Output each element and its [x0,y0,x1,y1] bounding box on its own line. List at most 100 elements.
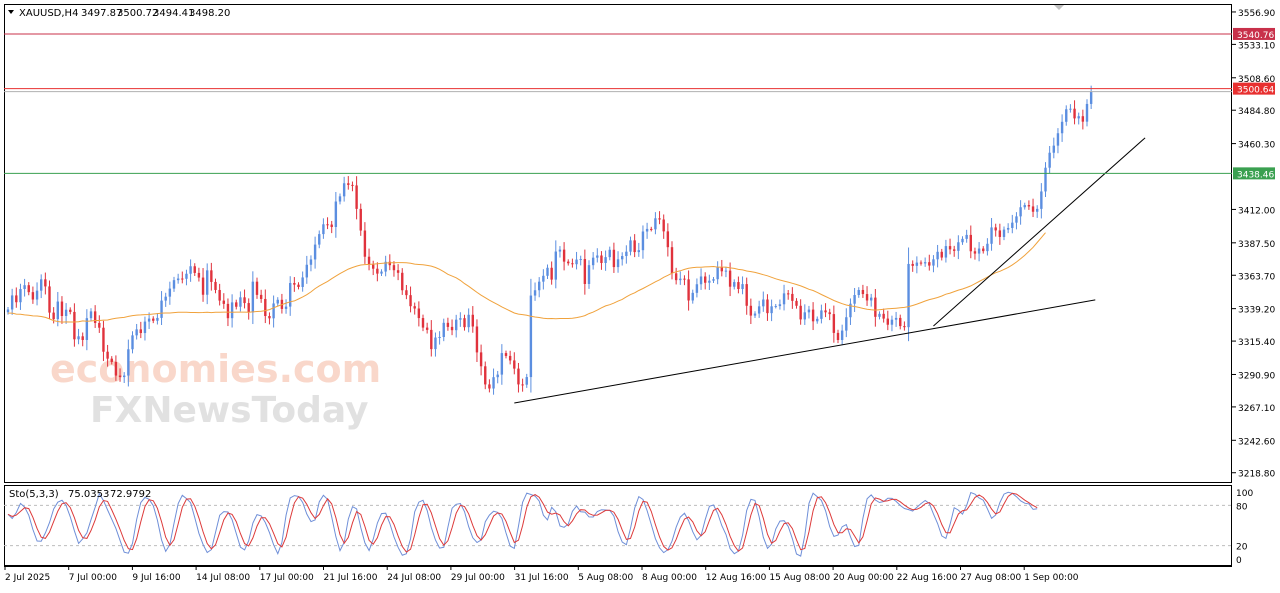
candle-body [674,273,678,281]
candle-body [828,312,831,315]
candle-body [542,275,545,282]
candle-body [19,289,22,303]
main-price-layer [4,33,1232,404]
candle-body [1019,207,1022,217]
candle-body [110,358,113,362]
x-tick-label: 22 Aug 16:00 [897,573,958,583]
candle-body [571,263,574,265]
candle-body [894,317,898,320]
collapse-triangle-icon[interactable] [8,10,14,14]
candle-body [567,261,570,264]
candle-body [778,304,782,307]
candles-group [6,85,1093,395]
candle-body [766,299,769,314]
candle-body [633,240,636,253]
candle-body [1044,167,1047,192]
candle-body [471,314,474,327]
stochastic-layer [4,491,1232,557]
candle-body [550,267,553,280]
candle-body [554,251,557,280]
candle-body [425,327,429,330]
stoch-y-tick-label: 20 [1236,543,1248,553]
candle-body [1081,116,1085,122]
candle-body [40,279,43,291]
stoch-y-tick-label: 80 [1236,502,1248,512]
candle-body [147,318,151,322]
candle-body [289,283,292,307]
candle-body [899,317,902,327]
candle-body [98,322,101,328]
candle-body [396,270,400,273]
candle-body [488,384,491,389]
candle-body [421,318,425,328]
candle-body [982,248,985,252]
candle-body [870,297,873,301]
candle-body [1085,103,1089,122]
y-tick-label: 3242.60 [1238,437,1275,447]
candle-body [508,355,512,361]
candle-body [455,319,458,331]
candle-body [944,246,948,258]
watermark-line1: economies.com [50,347,381,391]
candle-body [1002,229,1006,237]
candle-body [816,318,819,322]
candle-body [774,306,777,308]
candle-body [222,300,225,304]
x-tick-label: 1 Sep 00:00 [1024,573,1079,583]
candle-body [264,298,267,317]
candle-body [836,332,840,340]
candle-body [243,297,246,304]
shift-marker-icon[interactable] [1054,5,1064,10]
candle-body [708,280,711,283]
candle-body [936,251,939,260]
header-low: 3494.41 [153,8,194,19]
x-tick-label: 21 Jul 16:00 [324,573,378,583]
candle-body [152,318,155,321]
candle-body [226,303,230,319]
candle-body [770,306,773,314]
x-tick-label: 31 Jul 16:00 [515,573,569,583]
candle-body [691,292,694,301]
candle-body [342,183,346,197]
candle-body [670,247,674,274]
candle-body [309,259,313,265]
trendline [933,137,1146,327]
stoch-y-tick-label: 100 [1236,489,1253,499]
candle-body [558,249,562,252]
x-tick-label: 8 Aug 00:00 [642,573,697,583]
stoch-y-tick-label: 0 [1236,556,1242,566]
candle-body [733,282,736,287]
candle-body [579,259,582,261]
candle-body [724,270,728,272]
candle-body [64,309,68,317]
candle-body [417,308,421,319]
candle-body [1027,205,1031,207]
candle-body [666,231,670,248]
x-tick-label: 2 Jul 2025 [5,573,50,583]
candle-body [998,230,1002,237]
candle-body [886,318,889,325]
watermark: economies.com FXNewsToday [50,347,381,431]
candle-body [845,317,848,331]
y-tick-label: 3267.10 [1238,404,1275,414]
candle-body [517,368,520,385]
candle-body [641,231,645,251]
candle-body [31,292,35,300]
candle-body [757,306,761,314]
y-tick-label: 3460.30 [1238,141,1275,151]
y-tick-label: 3218.80 [1238,470,1275,480]
candle-body [1011,222,1014,228]
x-tick-label: 5 Aug 08:00 [578,573,633,583]
candle-body [23,285,26,290]
candle-body [857,289,860,296]
stoch-pane-frame [4,485,1232,566]
candle-body [201,277,205,295]
candle-body [492,377,495,389]
candle-body [351,184,354,186]
candle-body [919,262,923,264]
candle-body [695,284,699,293]
candle-body [720,267,723,272]
candle-body [973,251,977,254]
x-tick-label: 20 Aug 00:00 [833,573,894,583]
candle-body [143,321,147,334]
